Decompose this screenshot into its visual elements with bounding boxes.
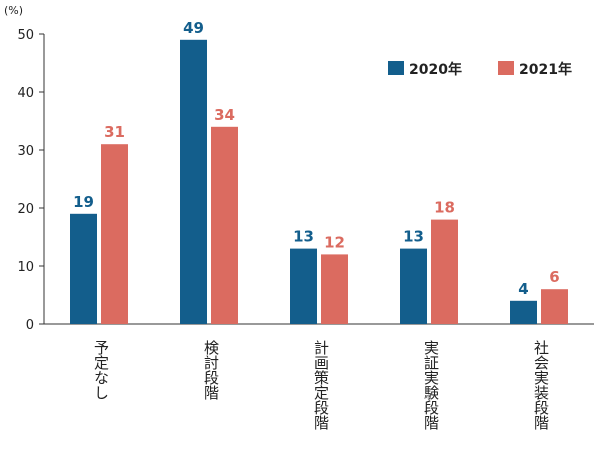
data-label: 34 [214, 106, 235, 124]
bar [510, 300, 537, 324]
data-label: 13 [293, 228, 314, 246]
bar [70, 213, 97, 324]
y-tick-label: 50 [17, 28, 34, 43]
bar [180, 39, 207, 325]
category-label: 計画策定段階 [312, 340, 330, 430]
data-label: 4 [518, 280, 528, 298]
bar [541, 289, 568, 324]
data-label: 13 [403, 228, 424, 246]
bar [400, 248, 427, 324]
legend-swatch [498, 61, 514, 75]
data-label: 49 [183, 19, 204, 37]
bar [211, 126, 238, 324]
y-unit-label: (%) [4, 4, 23, 17]
data-label: 12 [324, 233, 345, 251]
data-labels: 19 31 49 34 13 12 13 18 4 6 [73, 19, 560, 298]
bar [101, 144, 128, 324]
data-label: 31 [104, 123, 125, 141]
y-tick-label: 40 [17, 86, 34, 101]
bar [431, 219, 458, 324]
legend: 2020年 2021年 [388, 61, 572, 78]
category-label: 実証実験段階 [422, 340, 440, 430]
category-label: 検討段階 [202, 340, 220, 400]
y-axis: 0 10 20 30 40 50 [17, 28, 594, 333]
bars [70, 39, 568, 325]
data-label: 18 [434, 199, 455, 217]
data-label: 6 [549, 268, 559, 286]
bar [290, 248, 317, 324]
y-tick-label: 0 [26, 318, 34, 333]
legend-label: 2021年 [519, 61, 572, 78]
legend-label: 2020年 [409, 61, 462, 78]
category-labels: 予定なし 検討段階 計画策定段階 実証実験段階 社会実装段階 [92, 340, 550, 430]
category-label: 予定なし [92, 340, 110, 400]
data-label: 19 [73, 193, 94, 211]
legend-swatch [388, 61, 404, 75]
y-tick-label: 10 [17, 260, 34, 275]
y-tick-label: 30 [17, 144, 34, 159]
bar [321, 254, 348, 324]
category-label: 社会実装段階 [532, 340, 550, 430]
y-tick-label: 20 [17, 202, 34, 217]
